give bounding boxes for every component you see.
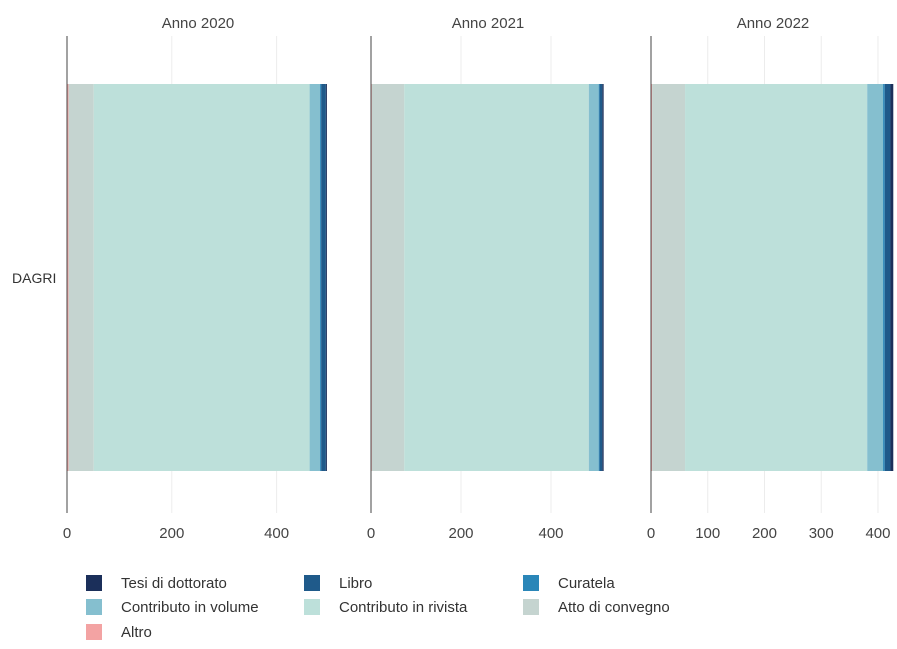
x-tick-label-100-anno-2022: 100 bbox=[695, 525, 720, 542]
legend-swatch-contributo-in-rivista bbox=[304, 599, 320, 615]
facet-title-anno-2022: Anno 2022 bbox=[737, 15, 810, 32]
legend-swatch-atto-di-convegno bbox=[523, 599, 539, 615]
bar-segment-tesi-di-dottorato-anno-2020[interactable] bbox=[325, 84, 327, 471]
legend-swatch-libro bbox=[304, 575, 320, 591]
x-tick-label-0-anno-2022: 0 bbox=[647, 525, 655, 542]
x-tick-label-200-anno-2022: 200 bbox=[752, 525, 777, 542]
legend-label-libro: Libro bbox=[339, 575, 372, 592]
legend-item-tesi-di-dottorato[interactable]: Tesi di dottorato bbox=[86, 575, 227, 592]
bar-segment-contributo-in-rivista-anno-2021[interactable] bbox=[404, 84, 589, 471]
legend-swatch-altro bbox=[86, 624, 102, 640]
legend-label-tesi-di-dottorato: Tesi di dottorato bbox=[121, 575, 227, 592]
legend-swatch-curatela bbox=[523, 575, 539, 591]
category-label-dagri: DAGRI bbox=[12, 270, 56, 286]
x-tick-label-400-anno-2021: 400 bbox=[538, 525, 563, 542]
bar-segment-contributo-in-rivista-anno-2022[interactable] bbox=[685, 84, 868, 471]
bar-segment-tesi-di-dottorato-anno-2022[interactable] bbox=[890, 84, 894, 471]
legend-item-altro[interactable]: Altro bbox=[86, 624, 152, 641]
legend-item-contributo-in-volume[interactable]: Contributo in volume bbox=[86, 599, 259, 616]
bar-segment-atto-di-convegno-anno-2022[interactable] bbox=[652, 84, 686, 471]
bar-segment-atto-di-convegno-anno-2021[interactable] bbox=[371, 84, 405, 471]
x-tick-label-0-anno-2020: 0 bbox=[63, 525, 71, 542]
legend-label-curatela: Curatela bbox=[558, 575, 615, 592]
x-tick-label-300-anno-2022: 300 bbox=[809, 525, 834, 542]
x-tick-label-0-anno-2021: 0 bbox=[367, 525, 375, 542]
legend-swatch-tesi-di-dottorato bbox=[86, 575, 102, 591]
bar-segment-curatela-anno-2021[interactable] bbox=[598, 84, 600, 471]
legend-label-altro: Altro bbox=[121, 624, 152, 641]
bar-segment-libro-anno-2021[interactable] bbox=[599, 84, 603, 471]
legend-item-libro[interactable]: Libro bbox=[304, 575, 372, 592]
bar-segment-libro-anno-2020[interactable] bbox=[321, 84, 326, 471]
bar-segment-curatela-anno-2020[interactable] bbox=[320, 84, 322, 471]
bar-segment-libro-anno-2022[interactable] bbox=[884, 84, 891, 471]
legend-label-contributo-in-volume: Contributo in volume bbox=[121, 599, 259, 616]
x-tick-label-200-anno-2020: 200 bbox=[159, 525, 184, 542]
legend-item-atto-di-convegno[interactable]: Atto di convegno bbox=[523, 599, 670, 616]
facet-title-anno-2021: Anno 2021 bbox=[452, 15, 525, 32]
legend-item-contributo-in-rivista[interactable]: Contributo in rivista bbox=[304, 599, 468, 616]
legend-swatch-contributo-in-volume bbox=[86, 599, 102, 615]
bar-segment-altro-anno-2020[interactable] bbox=[67, 84, 69, 471]
x-tick-label-400-anno-2022: 400 bbox=[865, 525, 890, 542]
facet-anno-2020: Anno 2020 0 200 400 bbox=[63, 15, 327, 542]
bar-segment-curatela-anno-2022[interactable] bbox=[883, 84, 885, 471]
x-tick-label-400-anno-2020: 400 bbox=[264, 525, 289, 542]
facet-anno-2021: Anno 2021 0 200 400 bbox=[367, 15, 604, 542]
bar-segment-altro-anno-2022[interactable] bbox=[651, 84, 653, 471]
bar-segment-tesi-di-dottorato-anno-2021[interactable] bbox=[602, 84, 604, 471]
legend: Tesi di dottorato Libro Curatela Contributo… bbox=[86, 575, 670, 641]
legend-label-contributo-in-rivista: Contributo in rivista bbox=[339, 599, 468, 616]
bar-segment-contributo-in-volume-anno-2021[interactable] bbox=[588, 84, 599, 471]
legend-label-atto-di-convegno: Atto di convegno bbox=[558, 599, 670, 616]
bar-segment-contributo-in-volume-anno-2020[interactable] bbox=[309, 84, 321, 471]
bar-segment-atto-di-convegno-anno-2020[interactable] bbox=[68, 84, 94, 471]
bar-segment-contributo-in-rivista-anno-2020[interactable] bbox=[93, 84, 310, 471]
legend-item-curatela[interactable]: Curatela bbox=[523, 575, 615, 592]
x-tick-label-200-anno-2021: 200 bbox=[448, 525, 473, 542]
bar-segment-contributo-in-volume-anno-2022[interactable] bbox=[867, 84, 884, 471]
facet-anno-2022: Anno 2022 0 100 200 300 400 bbox=[647, 15, 894, 542]
facet-title-anno-2020: Anno 2020 bbox=[162, 15, 235, 32]
